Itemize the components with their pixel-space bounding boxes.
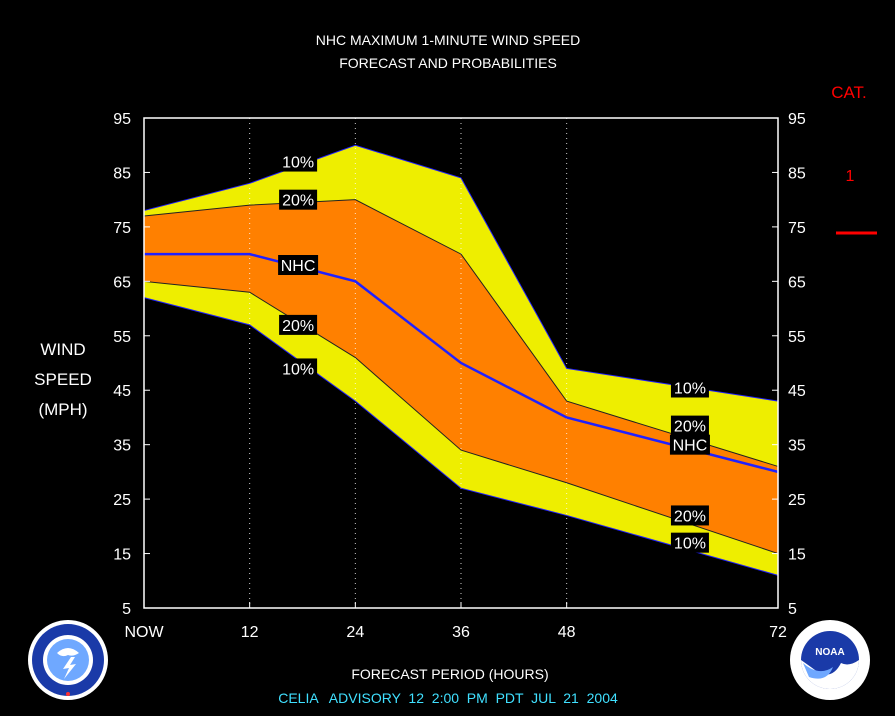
band-label-box-1 — [279, 189, 318, 210]
advisory-text: CELIA ADVISORY 12 2:00 PM PDT JUL 21 200… — [278, 690, 618, 706]
y-tick-label-left-5: 5 — [122, 601, 131, 618]
series-edge-lower10 — [143, 297, 779, 576]
chart-subtitle: FORECAST AND PROBABILITIES — [339, 55, 557, 71]
y-tick-label-right-55: 55 — [788, 329, 806, 346]
chart-title: NHC MAXIMUM 1-MINUTE WIND SPEED — [316, 32, 580, 48]
series-edge-upper20 — [143, 199, 779, 467]
band-label-box-0 — [279, 151, 318, 172]
band-label-box-6 — [670, 415, 709, 436]
y-tick-label-right-35: 35 — [788, 438, 806, 455]
band-label-box-7 — [669, 434, 710, 455]
band-label-6: 20% — [674, 419, 706, 436]
y-tick-label-right-25: 25 — [788, 492, 806, 509]
y-tick-label-left-95: 95 — [113, 111, 131, 128]
nws-logo — [28, 620, 108, 700]
band-label-4: 10% — [282, 361, 314, 378]
y-tick-label-right-85: 85 — [788, 165, 806, 182]
x-tick-label-36: 36 — [452, 624, 470, 641]
band-label-3: 20% — [282, 318, 314, 335]
y-tick-label-right-45: 45 — [788, 383, 806, 400]
y-tick-label-left-15: 15 — [113, 547, 131, 564]
y-axis-label-line-2: SPEED — [34, 370, 92, 389]
band-label-box-2 — [278, 255, 319, 275]
x-tick-label-12: 12 — [241, 624, 259, 641]
category-label: 1 — [846, 168, 855, 185]
band-label-box-9 — [670, 532, 709, 553]
y-axis-label-line-1: WIND — [40, 340, 85, 359]
y-tick-label-right-75: 75 — [788, 220, 806, 237]
y-tick-label-left-75: 75 — [113, 220, 131, 237]
category-title: CAT. — [831, 83, 867, 102]
series-line-nhc — [144, 252, 779, 474]
y-tick-label-left-55: 55 — [113, 329, 131, 346]
band-inner-20pct — [144, 199, 778, 554]
noaa-logo: NOAA — [790, 620, 870, 700]
band-label-box-8 — [670, 505, 709, 526]
y-tick-label-left-85: 85 — [113, 165, 131, 182]
y-axis-label-line-3: (MPH) — [38, 400, 87, 419]
band-label-2: NHC — [281, 258, 316, 275]
y-tick-label-left-65: 65 — [113, 274, 131, 291]
x-tick-label-48: 48 — [558, 624, 576, 641]
x-tick-label-NOW: NOW — [124, 624, 164, 641]
band-label-box-3 — [279, 314, 318, 335]
band-label-1: 20% — [282, 193, 314, 210]
y-tick-label-left-45: 45 — [113, 383, 131, 400]
x-tick-label-72: 72 — [769, 624, 787, 641]
band-label-5: 10% — [674, 381, 706, 398]
svg-text:NOAA: NOAA — [815, 647, 844, 658]
y-tick-label-left-35: 35 — [113, 438, 131, 455]
band-label-box-5 — [670, 377, 709, 398]
y-tick-label-right-65: 65 — [788, 274, 806, 291]
series-edge-lower20 — [143, 280, 779, 555]
y-tick-label-left-25: 25 — [113, 492, 131, 509]
y-tick-label-right-95: 95 — [788, 111, 806, 128]
y-tick-label-right-5: 5 — [788, 601, 797, 618]
band-label-8: 20% — [674, 508, 706, 525]
x-tick-label-24: 24 — [346, 624, 364, 641]
y-tick-label-right-15: 15 — [788, 547, 806, 564]
band-label-0: 10% — [282, 155, 314, 172]
band-label-box-4 — [279, 358, 318, 379]
series-edge-upper10 — [143, 144, 779, 402]
band-label-9: 10% — [674, 536, 706, 553]
band-label-7: NHC — [673, 438, 708, 455]
x-axis-label: FORECAST PERIOD (HOURS) — [351, 666, 548, 682]
